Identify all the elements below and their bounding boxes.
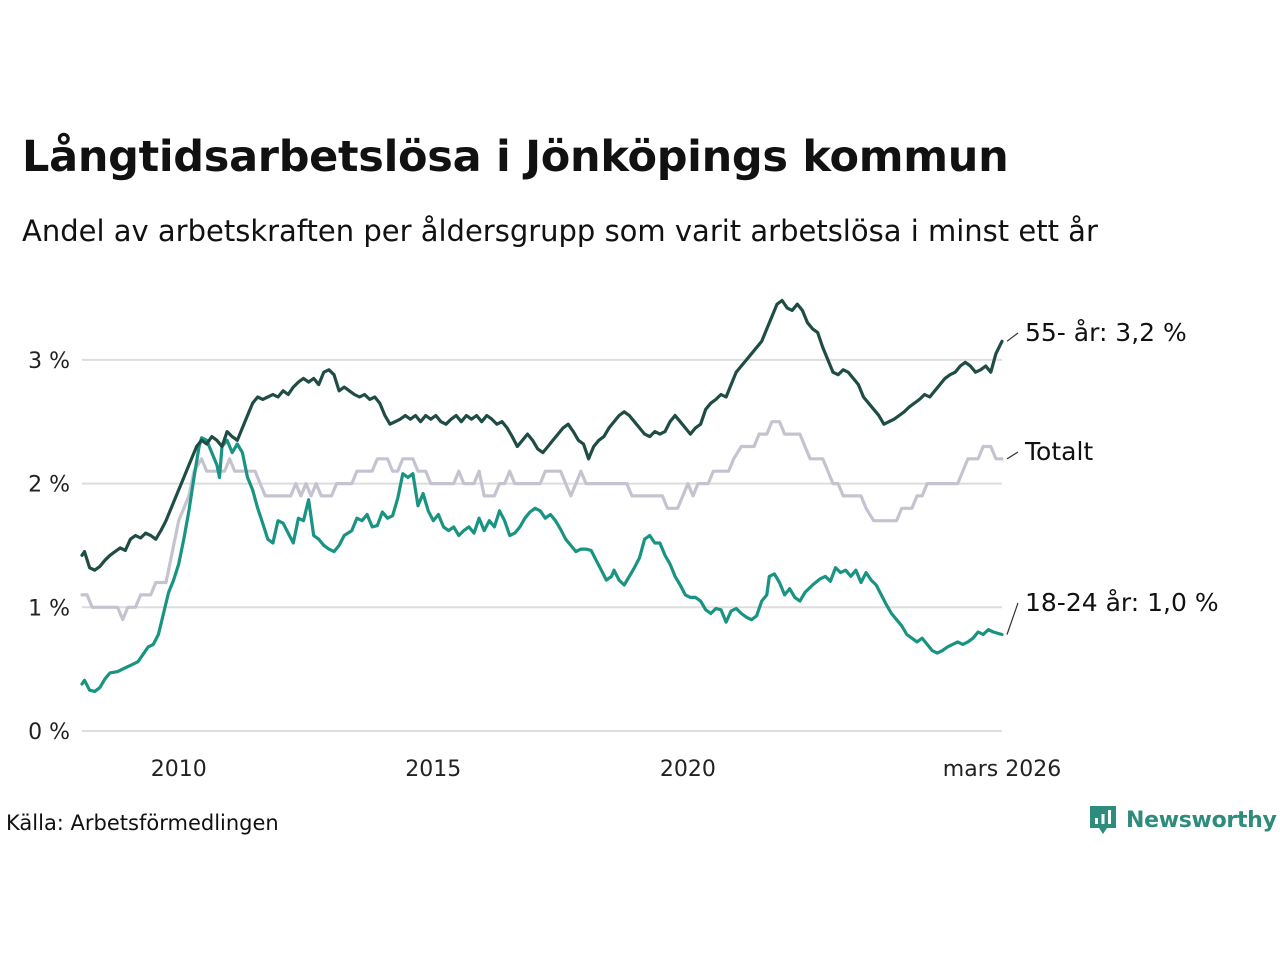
x-tick-label-2: 2020 — [660, 757, 716, 782]
y-tick-label-0: 0 % — [28, 720, 70, 745]
chart-subtitle: Andel av arbetskraften per åldersgrupp s… — [22, 214, 1098, 248]
x-tick-label-0: 2010 — [151, 757, 207, 782]
y-tick-label-3: 3 % — [28, 349, 70, 374]
end-label-connector-1 — [1006, 602, 1019, 635]
series-line-55-r — [80, 298, 1004, 572]
end-label-connector-0 — [1006, 451, 1019, 460]
series-line-totalt — [80, 420, 1004, 622]
chart-title: Långtidsarbetslösa i Jönköpings kommun — [22, 132, 1009, 182]
y-tick-label-2: 2 % — [28, 473, 70, 498]
series-line-18-24-r — [80, 436, 1004, 693]
series-lines — [80, 298, 1004, 693]
source-note: Källa: Arbetsförmedlingen — [6, 811, 279, 835]
end-label-totalt: Totalt — [1024, 437, 1093, 466]
x-axis-ticks: 2010 2015 2020 mars 2026 — [151, 757, 1061, 782]
end-label-55-r: 55- år: 3,2 % — [1025, 318, 1187, 347]
y-tick-label-1: 1 % — [28, 596, 70, 621]
brand-name: Newsworthy — [1126, 807, 1277, 833]
end-labels: Totalt 18-24 år: 1,0 % 55- år: 3,2 % — [1006, 318, 1219, 635]
x-tick-label-3: mars 2026 — [943, 757, 1061, 782]
gridlines — [82, 358, 1002, 732]
end-label-18-24-r: 18-24 år: 1,0 % — [1025, 588, 1219, 617]
newsworthy-logo-icon — [1090, 806, 1116, 834]
end-label-connector-2 — [1006, 332, 1019, 342]
brand-logo: Newsworthy — [1088, 804, 1277, 836]
y-axis-ticks: 0 % 1 % 2 % 3 % — [28, 349, 70, 745]
x-tick-label-1: 2015 — [405, 757, 461, 782]
